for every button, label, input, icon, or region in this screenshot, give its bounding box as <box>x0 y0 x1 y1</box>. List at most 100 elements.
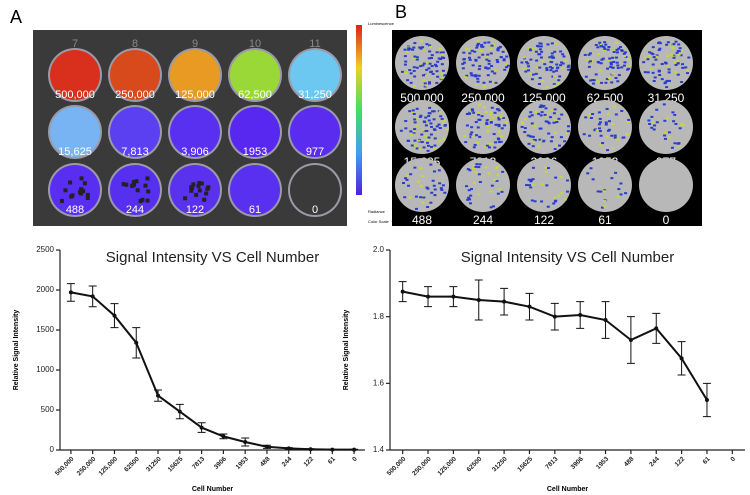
speck <box>408 196 412 199</box>
speck <box>686 72 690 75</box>
speck <box>482 85 486 88</box>
speck <box>462 58 466 61</box>
speck <box>474 171 478 174</box>
data-point <box>156 393 161 398</box>
speck <box>598 130 602 133</box>
speck <box>563 140 567 143</box>
speck <box>468 169 472 172</box>
speck <box>481 53 485 56</box>
speck <box>626 121 630 124</box>
speck <box>467 56 471 59</box>
speck <box>465 47 469 50</box>
data-point <box>68 290 73 295</box>
speck <box>559 136 563 139</box>
well-label: 0 <box>312 204 318 216</box>
speck <box>493 146 497 149</box>
speck <box>617 188 621 191</box>
speck <box>646 58 650 61</box>
speck <box>525 184 529 187</box>
y-tick-label: 0 <box>50 445 55 454</box>
speck <box>476 80 480 83</box>
speck <box>615 138 619 141</box>
speck <box>429 145 433 148</box>
speck <box>566 190 570 193</box>
data-point <box>654 326 659 331</box>
speck <box>531 140 535 143</box>
speck <box>404 72 408 75</box>
speck <box>650 126 654 129</box>
speck <box>667 71 671 74</box>
speck <box>620 109 624 112</box>
speck <box>493 72 497 75</box>
speck <box>527 142 531 145</box>
speck <box>475 163 479 166</box>
speck <box>667 131 671 134</box>
speck <box>593 129 597 132</box>
speck <box>557 117 561 120</box>
speck <box>550 52 554 55</box>
speck <box>539 114 543 117</box>
speck <box>497 123 501 126</box>
speck <box>528 115 532 118</box>
speck <box>553 200 557 203</box>
speck <box>437 169 441 172</box>
speck <box>602 190 606 193</box>
speck <box>552 83 556 86</box>
speck <box>427 67 431 70</box>
well-label: 7,813 <box>121 146 149 158</box>
well <box>517 100 571 154</box>
speck <box>616 80 620 83</box>
well-label: 122 <box>186 204 204 216</box>
speck <box>484 166 488 169</box>
speck <box>477 166 481 169</box>
speck <box>615 48 619 51</box>
speck <box>482 106 486 109</box>
data-point <box>264 444 269 449</box>
speck <box>670 45 674 48</box>
speck <box>425 186 429 189</box>
speck <box>191 182 196 187</box>
speck <box>559 64 563 67</box>
speck <box>643 71 647 74</box>
speck <box>487 41 491 44</box>
chart-title: Signal Intensity VS Cell Number <box>461 249 674 266</box>
well <box>639 158 693 212</box>
speck <box>440 56 444 59</box>
speck <box>538 76 542 79</box>
speck <box>620 49 624 52</box>
speck <box>677 43 681 46</box>
speck <box>468 198 472 201</box>
speck <box>650 115 654 118</box>
speck <box>497 109 501 112</box>
speck <box>420 63 424 66</box>
speck <box>666 41 670 44</box>
speck <box>409 173 413 176</box>
speck <box>616 66 620 69</box>
speck <box>403 63 407 66</box>
speck <box>411 48 415 51</box>
speck <box>603 47 607 50</box>
speck <box>523 117 527 120</box>
speck <box>527 69 531 72</box>
speck <box>599 134 603 137</box>
speck <box>586 172 590 175</box>
speck <box>681 63 685 66</box>
speck <box>422 62 426 65</box>
speck <box>538 48 542 51</box>
speck <box>489 111 493 114</box>
speck <box>529 111 533 114</box>
speck <box>658 47 662 50</box>
speck <box>474 121 478 124</box>
speck <box>671 111 675 114</box>
speck <box>428 81 432 84</box>
speck <box>614 171 618 174</box>
speck <box>135 188 140 193</box>
column-label: 8 <box>132 38 138 50</box>
speck <box>485 55 489 58</box>
x-tick-label: 244 <box>281 455 294 468</box>
well-label: 250,000 <box>461 91 505 105</box>
speck <box>433 128 437 131</box>
speck <box>643 56 647 59</box>
speck <box>411 112 415 115</box>
speck <box>606 112 610 115</box>
